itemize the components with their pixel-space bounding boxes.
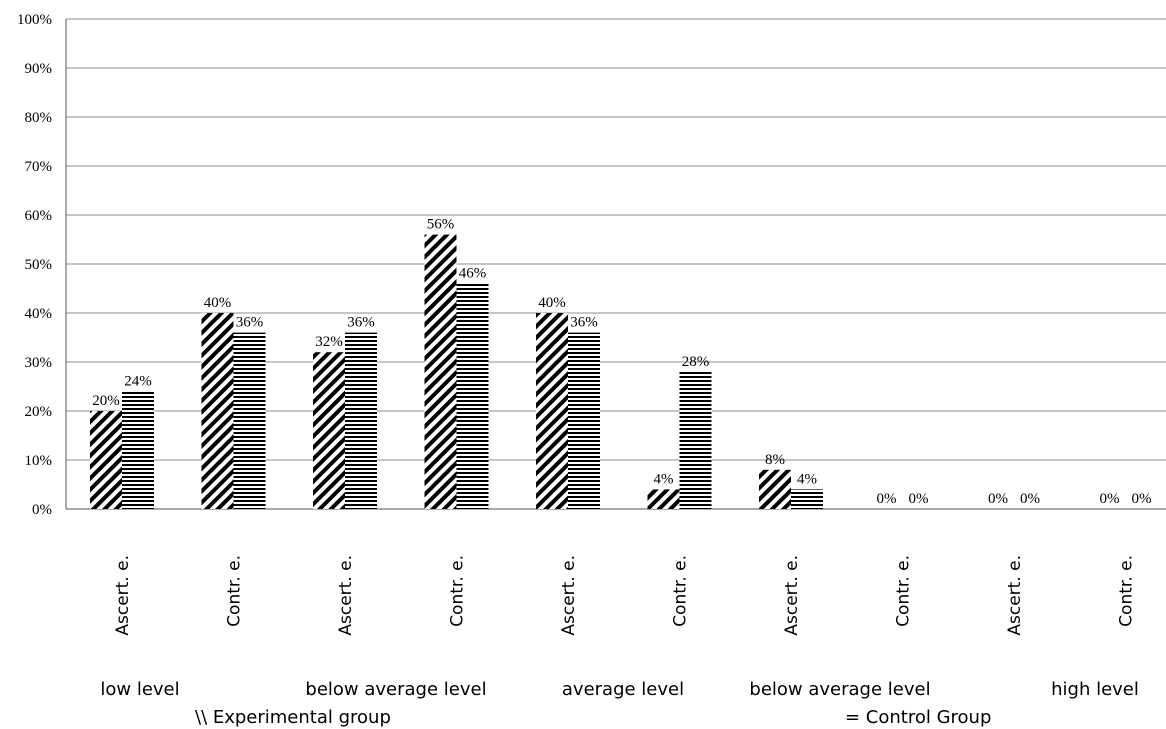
x-tick-label: Ascert. e. [1005,555,1025,636]
y-axis-ticks: 0% 10% 20% 30% 40% 50% 60% 70% 80% 90% 100% [17,12,52,518]
data-label: 40% [204,295,232,311]
data-labels: 20%24%40%36%32%36%56%46%40%36%4%28%8%4%0… [92,217,1151,507]
y-tick-label: 40% [25,306,53,322]
group-label: below average level [305,679,486,700]
y-tick-label: 70% [25,159,53,175]
bars [90,234,823,509]
data-label: 0% [877,491,897,507]
x-tick-label: Contr. e. [894,555,914,627]
y-tick-label: 0% [32,502,52,518]
group-label: average level [562,679,684,700]
x-tick-label: Ascert. e. [336,555,356,636]
data-label: 56% [427,217,455,233]
data-label: 36% [236,315,264,331]
bar-series-2 [568,332,600,509]
x-tick-label: Ascert. e. [782,555,802,636]
bar-series-2 [122,391,154,509]
bar-series-1 [536,313,568,509]
bar-series-1 [201,313,234,509]
bar-series-2 [233,332,266,509]
y-tick-label: 80% [25,110,53,126]
group-label: low level [100,679,179,700]
x-tick-label: Ascert. e. [559,555,579,636]
data-label: 36% [347,315,375,331]
bar-series-2 [679,371,712,509]
bar-series-2 [791,489,823,509]
data-label: 0% [988,491,1008,507]
x-tick-label: Contr. e. [448,555,468,627]
legend-entry: = Control Group [845,707,991,728]
data-label: 24% [124,373,152,389]
group-label: below average level [749,679,930,700]
data-label: 4% [654,471,674,487]
y-tick-label: 30% [25,355,53,371]
legend: \\ Experimental group = Control Group [195,707,991,728]
x-tick-label: Ascert. e. [113,555,133,636]
x-tick-label: Contr. e. [671,555,691,627]
x-tick-label: Contr. e. [1117,555,1137,627]
y-tick-label: 20% [25,404,53,420]
legend-entry: \\ Experimental group [195,707,391,728]
bar-series-1 [759,469,791,509]
data-label: 4% [797,471,817,487]
data-label: 20% [92,393,120,409]
bar-series-1 [647,489,680,509]
y-tick-label: 90% [25,61,53,77]
x-axis-ticks: Ascert. e. Contr. e. Ascert. e. Contr. e. As… [113,555,1137,636]
data-label: 40% [538,295,566,311]
bar-series-2 [345,332,377,509]
data-label: 0% [1132,491,1152,507]
y-tick-label: 50% [25,257,53,273]
bar-series-2 [456,283,489,509]
group-label: high level [1051,679,1139,700]
data-label: 32% [315,334,343,350]
y-tick-label: 100% [17,12,52,28]
y-tick-label: 60% [25,208,53,224]
data-label: 28% [682,354,710,370]
data-label: 0% [909,491,929,507]
data-label: 0% [1020,491,1040,507]
bar-series-1 [90,411,122,509]
data-label: 46% [459,266,487,282]
bar-series-1 [313,352,345,509]
y-tick-label: 10% [25,453,53,469]
data-label: 0% [1100,491,1120,507]
bar-series-1 [424,234,457,509]
data-label: 36% [570,315,598,331]
x-tick-label: Contr. e. [225,555,245,627]
group-labels: low level below average level average leve… [100,679,1139,700]
data-label: 8% [765,452,785,468]
